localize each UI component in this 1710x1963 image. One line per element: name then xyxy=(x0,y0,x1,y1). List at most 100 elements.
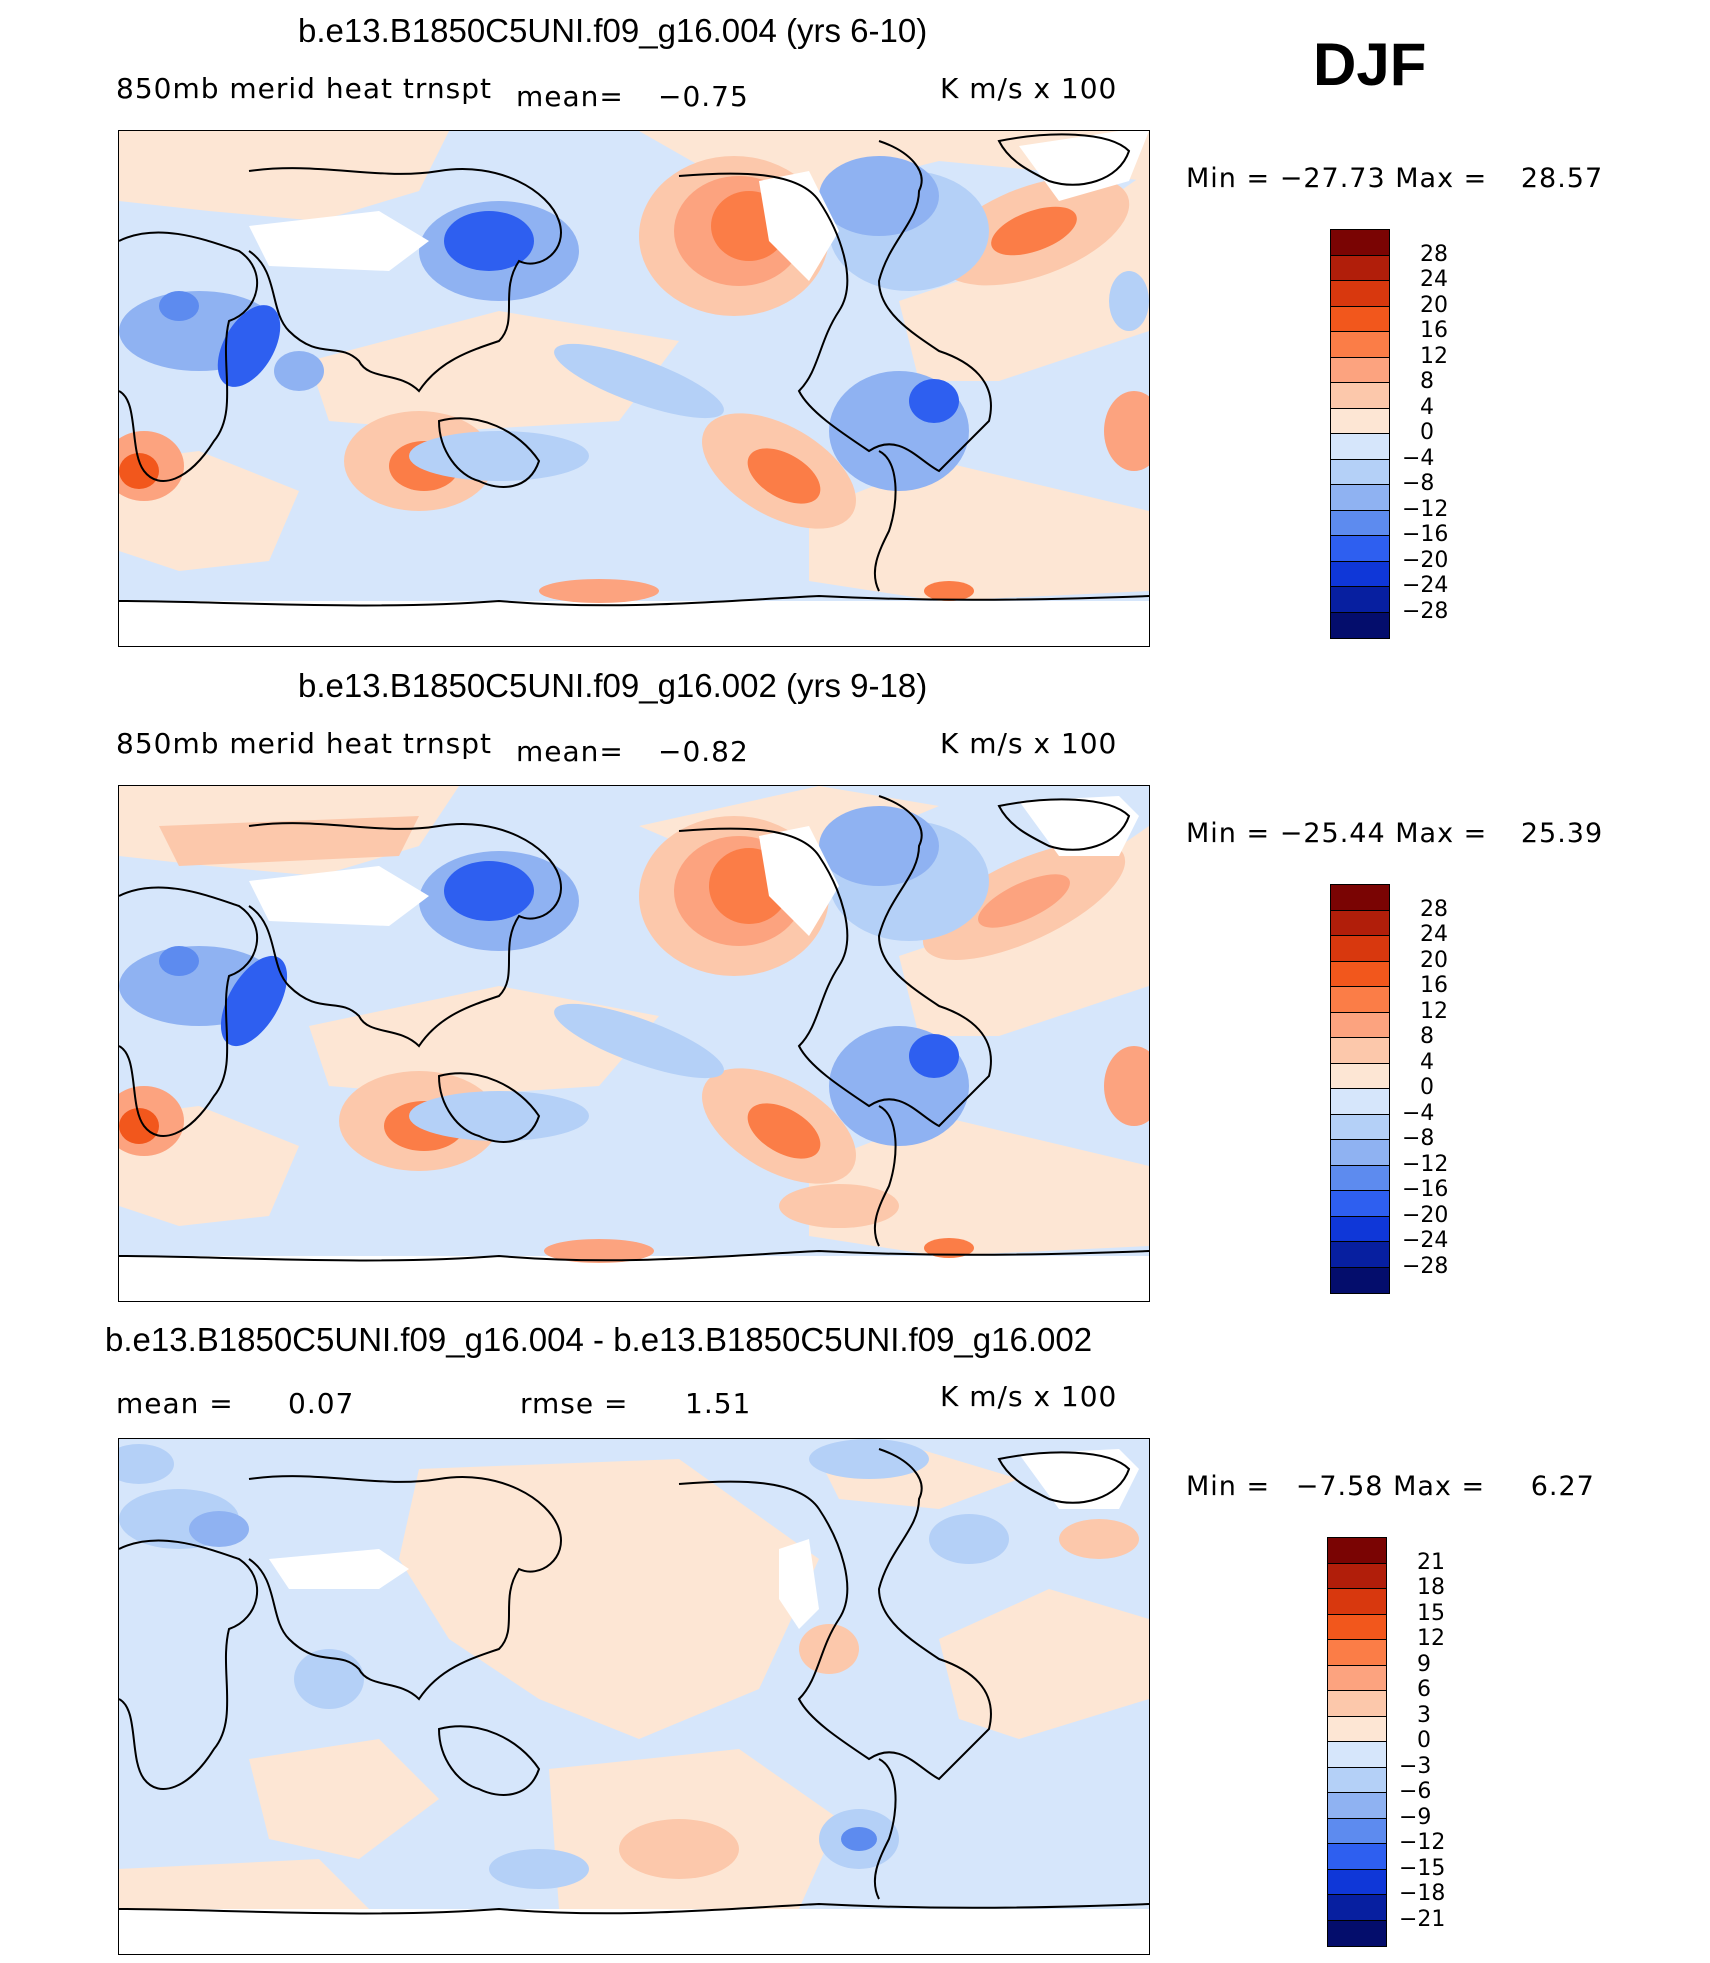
colorbar-cell xyxy=(1331,936,1389,962)
colorbar-level-label: 28 xyxy=(1420,241,1448,267)
colorbar-cell xyxy=(1331,332,1389,358)
colorbar-cell xyxy=(1328,1767,1386,1793)
colorbar-cell xyxy=(1331,561,1389,587)
colorbar-level-label: 3 xyxy=(1417,1702,1431,1728)
panel-1-mean-label: mean= xyxy=(516,80,624,113)
colorbar-cell xyxy=(1328,1793,1386,1819)
colorbar-cell xyxy=(1331,1140,1389,1166)
colorbar-level-label: 4 xyxy=(1420,394,1434,420)
colorbar-level-label: −4 xyxy=(1402,445,1435,471)
panel-2-min-label: Min = xyxy=(1186,818,1271,849)
colorbar-cell xyxy=(1331,1216,1389,1242)
colorbar-level-label: −12 xyxy=(1399,1830,1446,1855)
colorbar-level-label: −6 xyxy=(1399,1779,1432,1804)
panel-1-map-graphic xyxy=(119,131,1149,646)
colorbar-level-label: 8 xyxy=(1420,369,1434,394)
colorbar-level-label: 4 xyxy=(1420,1049,1434,1075)
panel-3-mean-label: mean = xyxy=(116,1387,234,1420)
colorbar-level-label: 24 xyxy=(1420,922,1448,947)
panel-3-max-label: Max = xyxy=(1393,1471,1486,1502)
colorbar-cell xyxy=(1331,281,1389,307)
panel-1-title: b.e13.B1850C5UNI.f09_g16.004 (yrs 6-10) xyxy=(298,12,928,49)
colorbar-cell xyxy=(1331,961,1389,987)
panel-1-units: K m/s x 100 xyxy=(940,72,1118,105)
colorbar-cell xyxy=(1328,1742,1386,1768)
colorbar-level-label: −28 xyxy=(1402,1253,1449,1279)
panel-2-min-value: −25.44 xyxy=(1279,818,1386,849)
colorbar-level-label: −16 xyxy=(1402,1177,1449,1202)
colorbar-cell xyxy=(1328,1538,1386,1564)
panel-2-colorbar xyxy=(1330,884,1390,1294)
colorbar-level-label: −12 xyxy=(1402,1151,1449,1177)
colorbar-level-label: −8 xyxy=(1402,1126,1435,1151)
colorbar-cell xyxy=(1331,1063,1389,1089)
panel-1-variable-label: 850mb merid heat trnspt xyxy=(116,72,492,105)
colorbar-cell xyxy=(1331,1165,1389,1191)
colorbar-level-label: −4 xyxy=(1402,1100,1435,1126)
colorbar-level-label: 16 xyxy=(1420,973,1448,998)
colorbar-level-label: 0 xyxy=(1420,1075,1434,1100)
colorbar-level-label: −28 xyxy=(1402,598,1449,624)
panel-1-mean-value: −0.75 xyxy=(658,80,749,113)
colorbar-cell xyxy=(1331,408,1389,434)
colorbar-level-label: 21 xyxy=(1417,1549,1445,1575)
colorbar-cell xyxy=(1331,1242,1389,1268)
colorbar-level-label: −12 xyxy=(1402,496,1449,522)
colorbar-cell xyxy=(1331,587,1389,613)
colorbar-cell xyxy=(1331,1038,1389,1064)
colorbar-level-label: 24 xyxy=(1420,267,1448,292)
panel-1-colorbar xyxy=(1330,229,1390,639)
colorbar-level-label: −16 xyxy=(1402,522,1449,547)
colorbar-cell xyxy=(1331,459,1389,485)
panel-3-max-value: 6.27 xyxy=(1530,1471,1595,1502)
colorbar-level-label: −20 xyxy=(1402,547,1449,573)
colorbar-cell xyxy=(1331,1191,1389,1217)
colorbar-cell xyxy=(1331,1114,1389,1140)
panel-2-max-value: 25.39 xyxy=(1520,818,1604,849)
colorbar-level-label: 12 xyxy=(1420,343,1448,369)
colorbar-level-label: −18 xyxy=(1399,1881,1446,1906)
panel-1-map xyxy=(118,130,1150,647)
panel-3-min-label: Min = xyxy=(1186,1471,1271,1502)
panel-1-min-value: −27.73 xyxy=(1279,163,1386,194)
colorbar-cell xyxy=(1331,612,1389,638)
colorbar-cell xyxy=(1331,1089,1389,1115)
colorbar-cell xyxy=(1331,910,1389,936)
colorbar-level-label: 15 xyxy=(1417,1600,1445,1626)
colorbar-level-label: −8 xyxy=(1402,471,1435,496)
season-label: DJF xyxy=(1313,31,1427,98)
colorbar-level-label: −24 xyxy=(1402,1228,1449,1253)
colorbar-level-label: 6 xyxy=(1417,1677,1431,1702)
colorbar-cell xyxy=(1328,1920,1386,1946)
colorbar-cell xyxy=(1328,1818,1386,1844)
panel-2-units: K m/s x 100 xyxy=(940,727,1118,760)
panel-1-max-label: Max = xyxy=(1395,163,1488,194)
colorbar-cell xyxy=(1331,434,1389,460)
panel-2-mean-value: −0.82 xyxy=(658,735,749,768)
panel-3-title: b.e13.B1850C5UNI.f09_g16.004 - b.e13.B18… xyxy=(105,1321,1093,1358)
colorbar-cell xyxy=(1328,1589,1386,1615)
panel-2-map-graphic xyxy=(119,786,1149,1301)
panel-3-rmse-value: 1.51 xyxy=(685,1387,752,1420)
colorbar-level-label: −3 xyxy=(1399,1753,1432,1779)
colorbar-level-label: 12 xyxy=(1417,1626,1445,1651)
colorbar-cell xyxy=(1328,1869,1386,1895)
panel-3-colorbar xyxy=(1327,1537,1387,1947)
colorbar-cell xyxy=(1331,510,1389,536)
panel-2-title: b.e13.B1850C5UNI.f09_g16.002 (yrs 9-18) xyxy=(298,667,928,704)
panel-3-rmse-label: rmse = xyxy=(520,1387,629,1420)
colorbar-level-label: −21 xyxy=(1399,1906,1446,1932)
panel-3-mean-value: 0.07 xyxy=(288,1387,355,1420)
panel-1-min-label: Min = xyxy=(1186,163,1271,194)
panel-2-map xyxy=(118,785,1150,1302)
colorbar-cell xyxy=(1328,1895,1386,1921)
colorbar-cell xyxy=(1331,383,1389,409)
panel-3-min-value: −7.58 xyxy=(1295,1471,1384,1502)
colorbar-level-label: 20 xyxy=(1420,292,1448,318)
colorbar-cell xyxy=(1328,1844,1386,1870)
colorbar-cell xyxy=(1331,885,1389,911)
panel-3-map-graphic xyxy=(119,1439,1149,1954)
colorbar-cell xyxy=(1328,1716,1386,1742)
panel-3-units: K m/s x 100 xyxy=(940,1380,1118,1413)
colorbar-level-label: −15 xyxy=(1399,1855,1446,1881)
